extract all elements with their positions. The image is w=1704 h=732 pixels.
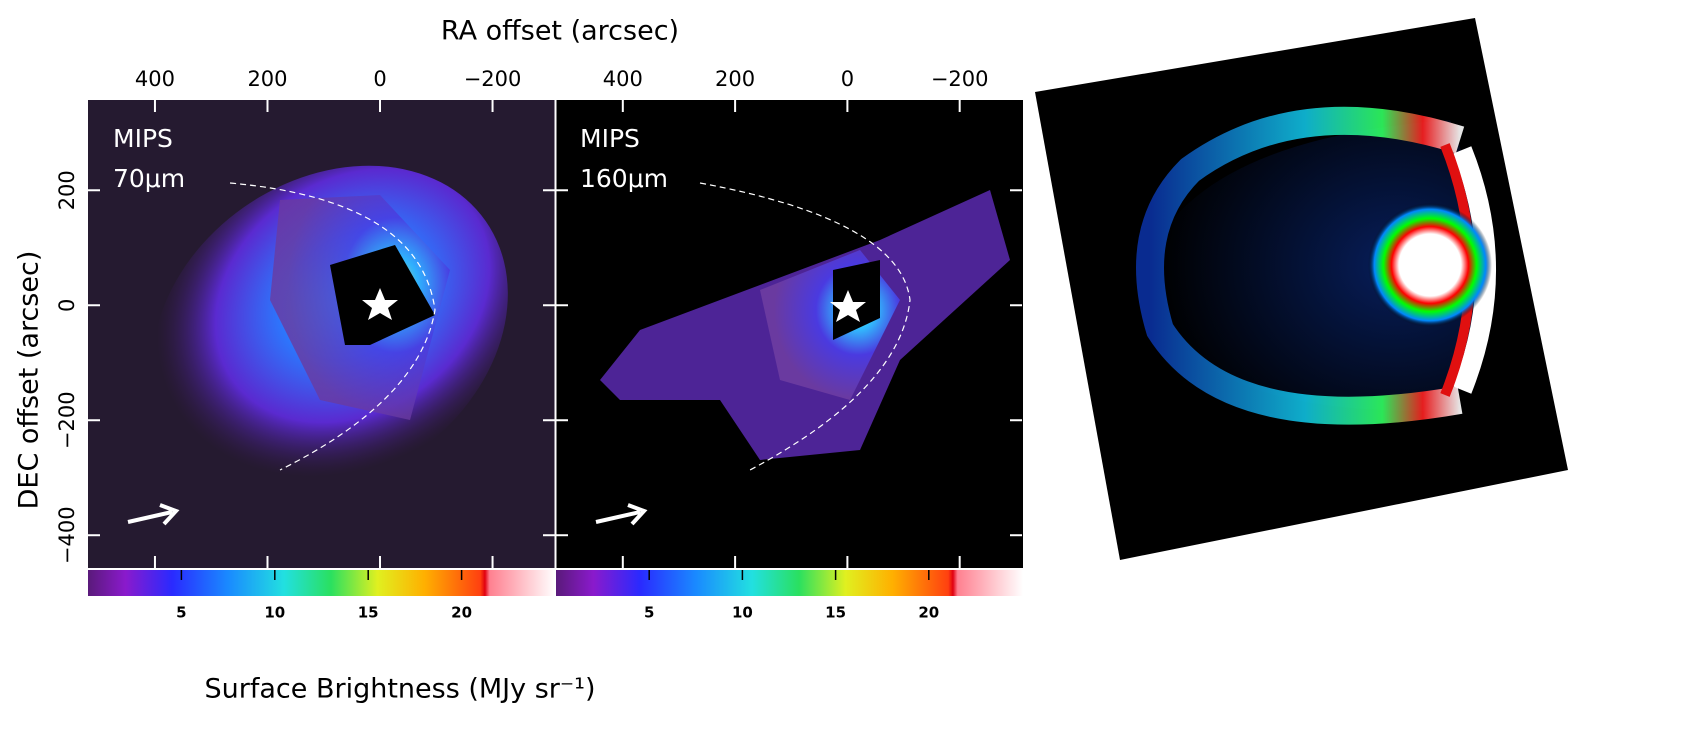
- ra-tick-label: 200: [247, 67, 287, 91]
- ra-tick-label: 0: [373, 67, 386, 91]
- ra-tick-label: 0: [841, 67, 854, 91]
- colorbar-tick-label: 15: [358, 604, 379, 622]
- colorbar-tick-label: 5: [176, 604, 186, 622]
- figure: RA offset (arcsec) DEC offset (arcsec) S…: [0, 0, 1704, 732]
- model-image: [1035, 18, 1568, 560]
- colorbar-tick-label: 10: [732, 604, 753, 622]
- ra-tick-label: 200: [715, 67, 755, 91]
- colorbar: [556, 570, 1023, 596]
- panel-70: MIPS 70μm: [88, 98, 572, 568]
- ra-tick-label: −200: [464, 67, 522, 91]
- left-axis-label: DEC offset (arcsec): [14, 251, 45, 510]
- colorbar-label: Surface Brightness (MJy sr⁻¹): [205, 674, 596, 705]
- colorbar-tick-label: 20: [451, 604, 472, 622]
- colorbar: [88, 570, 555, 596]
- dec-tick-label: −200: [55, 391, 79, 449]
- ra-tick-label: 400: [603, 67, 643, 91]
- colorbar-tick-label: 5: [644, 604, 654, 622]
- panel-instrument: MIPS: [113, 124, 173, 153]
- ra-tick-label: −200: [931, 67, 989, 91]
- panel-instrument: MIPS: [580, 124, 640, 153]
- colorbar-tick-label: 20: [918, 604, 939, 622]
- dec-tick-label: 0: [55, 299, 79, 312]
- colorbar-tick-label: 10: [264, 604, 285, 622]
- top-axis-label: RA offset (arcsec): [441, 16, 679, 47]
- panel-band: 160μm: [580, 164, 668, 193]
- panel-160: MIPS 160μm: [556, 100, 1023, 568]
- dec-tick-label: 200: [55, 170, 79, 210]
- ra-tick-label: 400: [135, 67, 175, 91]
- dec-tick-label: −400: [55, 506, 79, 564]
- colorbar-tick-label: 15: [825, 604, 846, 622]
- panel-band: 70μm: [113, 164, 185, 193]
